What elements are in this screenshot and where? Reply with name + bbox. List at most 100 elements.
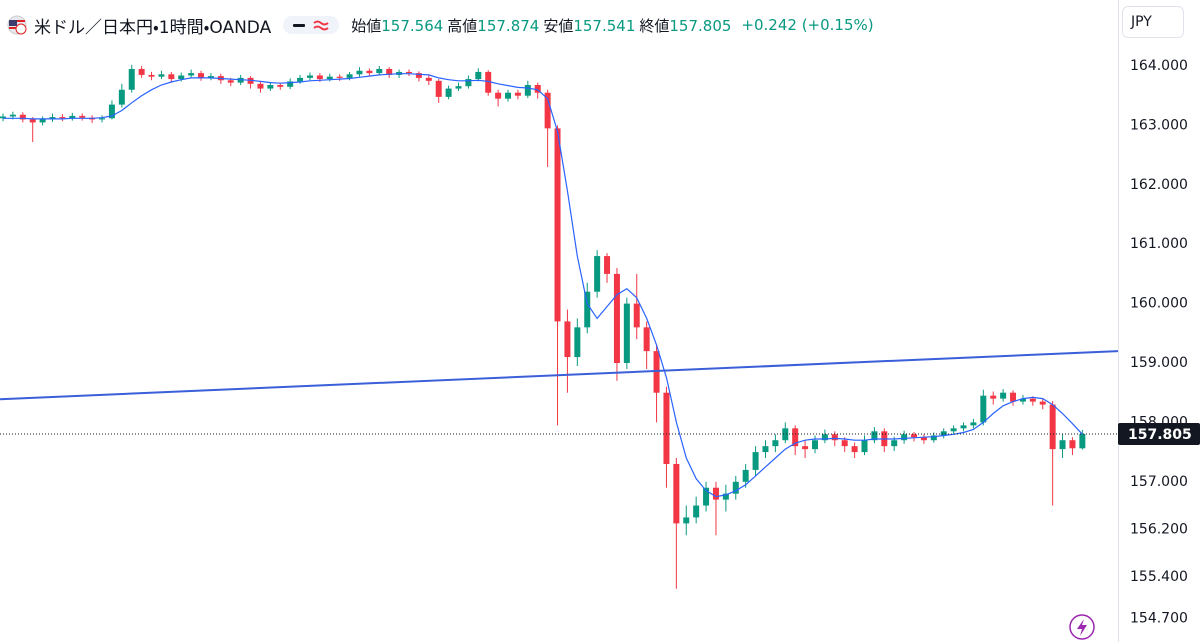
candle-body [19,114,26,120]
candle-body [1049,404,1056,450]
minus-bar[interactable] [293,24,306,27]
symbol-title: 米ドル／日本円・1時間・OANDA [34,17,272,38]
y-tick-label: 162.000 [1130,177,1188,193]
candle-body [455,86,462,89]
candle-body [901,434,908,441]
candle-body [970,422,977,426]
candle-body [356,70,363,75]
candle-body [911,434,918,438]
candle-body [158,74,165,77]
candle-body [128,68,135,90]
candle-body [990,395,997,399]
candle-body [742,469,749,482]
candle-body [59,117,66,119]
candle-body [633,303,640,328]
candle-body [960,425,967,429]
candle-body [386,68,393,75]
candle-body [574,327,581,358]
y-tick-label: 157.000 [1130,474,1188,490]
y-tick-label: 163.000 [1130,117,1188,133]
lightning-icon[interactable] [1077,619,1087,636]
y-tick-label: 156.200 [1130,521,1188,537]
candle-body [415,73,422,78]
candle-body [841,440,848,447]
candle-body [326,76,333,80]
candle-body [346,74,353,78]
header: 米ドル／日本円・1時間・OANDA 始値157.564 高値157.874 安値15… [0,8,878,42]
candle-body [178,75,185,80]
candle-body [445,88,452,97]
ohlc-label: 高値 [447,16,478,35]
candle-body [811,440,818,450]
minus-icon[interactable] [293,19,306,31]
candle-body [534,85,541,93]
candle-body [663,392,670,464]
y-tick-label: 155.400 [1130,569,1188,585]
candle-body [49,117,56,120]
flag-icon [7,15,27,35]
approx-waves[interactable] [313,20,329,31]
candle-body [207,76,214,78]
candle-body [712,487,719,500]
y-tick-label: 160.000 [1130,296,1188,312]
candle-body [752,452,759,470]
candle-body [257,83,264,89]
candle-body [613,273,620,363]
candle-body [435,80,442,97]
candle-body [138,68,145,75]
candle-body [316,75,323,80]
ohlc-label: 終値 [639,16,670,35]
ohlc-value: 157.805 [669,16,732,35]
candle-body [79,115,86,118]
candle-body [693,505,700,518]
candle-body [683,517,690,524]
candle-body [29,119,36,123]
candle-body [772,440,779,447]
ohlc-value: 157.564 [381,16,444,35]
trend-line [0,350,1119,401]
candle-body [425,77,432,81]
last-price-box [1118,422,1200,445]
candle-body [306,75,313,78]
candle-body [851,446,858,453]
candle-body [891,440,898,447]
flag-stripe [17,20,25,22]
candle-body [1069,440,1076,449]
candle-body [376,68,383,74]
indicator-pill[interactable] [283,16,340,34]
candle-body [554,128,561,322]
currency-button[interactable]: JPY [1122,6,1184,38]
candle-body [118,89,125,105]
candle-body [831,434,838,441]
candle-body [465,79,472,87]
y-tick-label: 164.000 [1130,58,1188,74]
candle-body [1079,433,1086,449]
candle-body [732,481,739,494]
candle-body [782,428,789,441]
candle-body [643,327,650,352]
candle-body [930,435,937,441]
candle-body [148,74,155,77]
candle-body [69,115,76,119]
candle-body [821,434,828,441]
candle-body [227,80,234,83]
candle-body [623,303,630,363]
candle-body [1019,398,1026,402]
candle-body [99,118,106,120]
ohlc: 始値157.564 高値157.874 安値157.541 終値157.805 [351,15,735,36]
candle-body [168,74,175,80]
candle-body [267,85,274,89]
lightning-button[interactable] [1069,614,1095,640]
candle-body [475,71,482,80]
candle-body [802,446,809,450]
flag-canton [9,20,17,26]
candle-body [594,256,601,292]
approx-icon[interactable] [313,18,329,32]
y-tick-label: 159.000 [1130,355,1188,371]
candle-body [722,493,729,500]
y-tick-label: 154.700 [1130,610,1188,626]
candle-body [703,487,710,506]
candle-body [39,119,46,123]
candle-body [1029,398,1036,402]
candle-body [544,92,551,129]
